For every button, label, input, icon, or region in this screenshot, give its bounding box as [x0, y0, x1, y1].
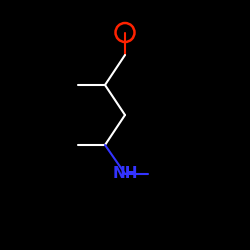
Text: NH: NH	[112, 166, 138, 181]
